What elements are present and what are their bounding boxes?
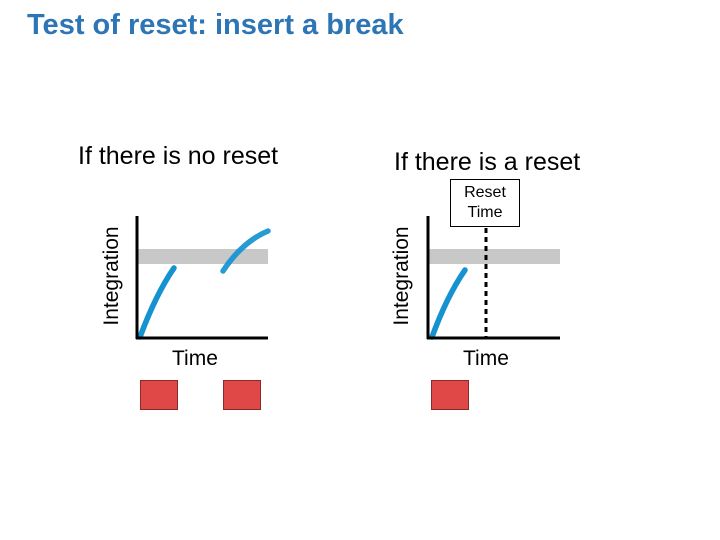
left-curve-second-segment bbox=[220, 228, 271, 274]
reset-time-label-box: Reset Time bbox=[450, 179, 520, 227]
reset-label-line1: Reset bbox=[464, 184, 506, 201]
right-panel-graphic bbox=[426, 216, 560, 340]
reset-label-line2: Time bbox=[467, 204, 503, 221]
left-threshold-band bbox=[137, 249, 268, 264]
right-curve-segment bbox=[429, 267, 468, 340]
right-red-block bbox=[431, 380, 469, 410]
left-red-block-2 bbox=[223, 380, 261, 410]
slide-title: Test of reset: insert a break bbox=[27, 9, 404, 41]
left-curve-first-segment bbox=[137, 265, 177, 340]
left-red-block-1 bbox=[140, 380, 178, 410]
right-threshold-band bbox=[428, 249, 560, 264]
left-x-axis-label: Time bbox=[172, 347, 218, 370]
right-panel-heading: If there is a reset bbox=[394, 148, 581, 176]
right-x-axis-label: Time bbox=[463, 347, 509, 370]
left-panel-heading: If there is no reset bbox=[78, 142, 279, 170]
left-panel-graphic bbox=[135, 216, 271, 340]
